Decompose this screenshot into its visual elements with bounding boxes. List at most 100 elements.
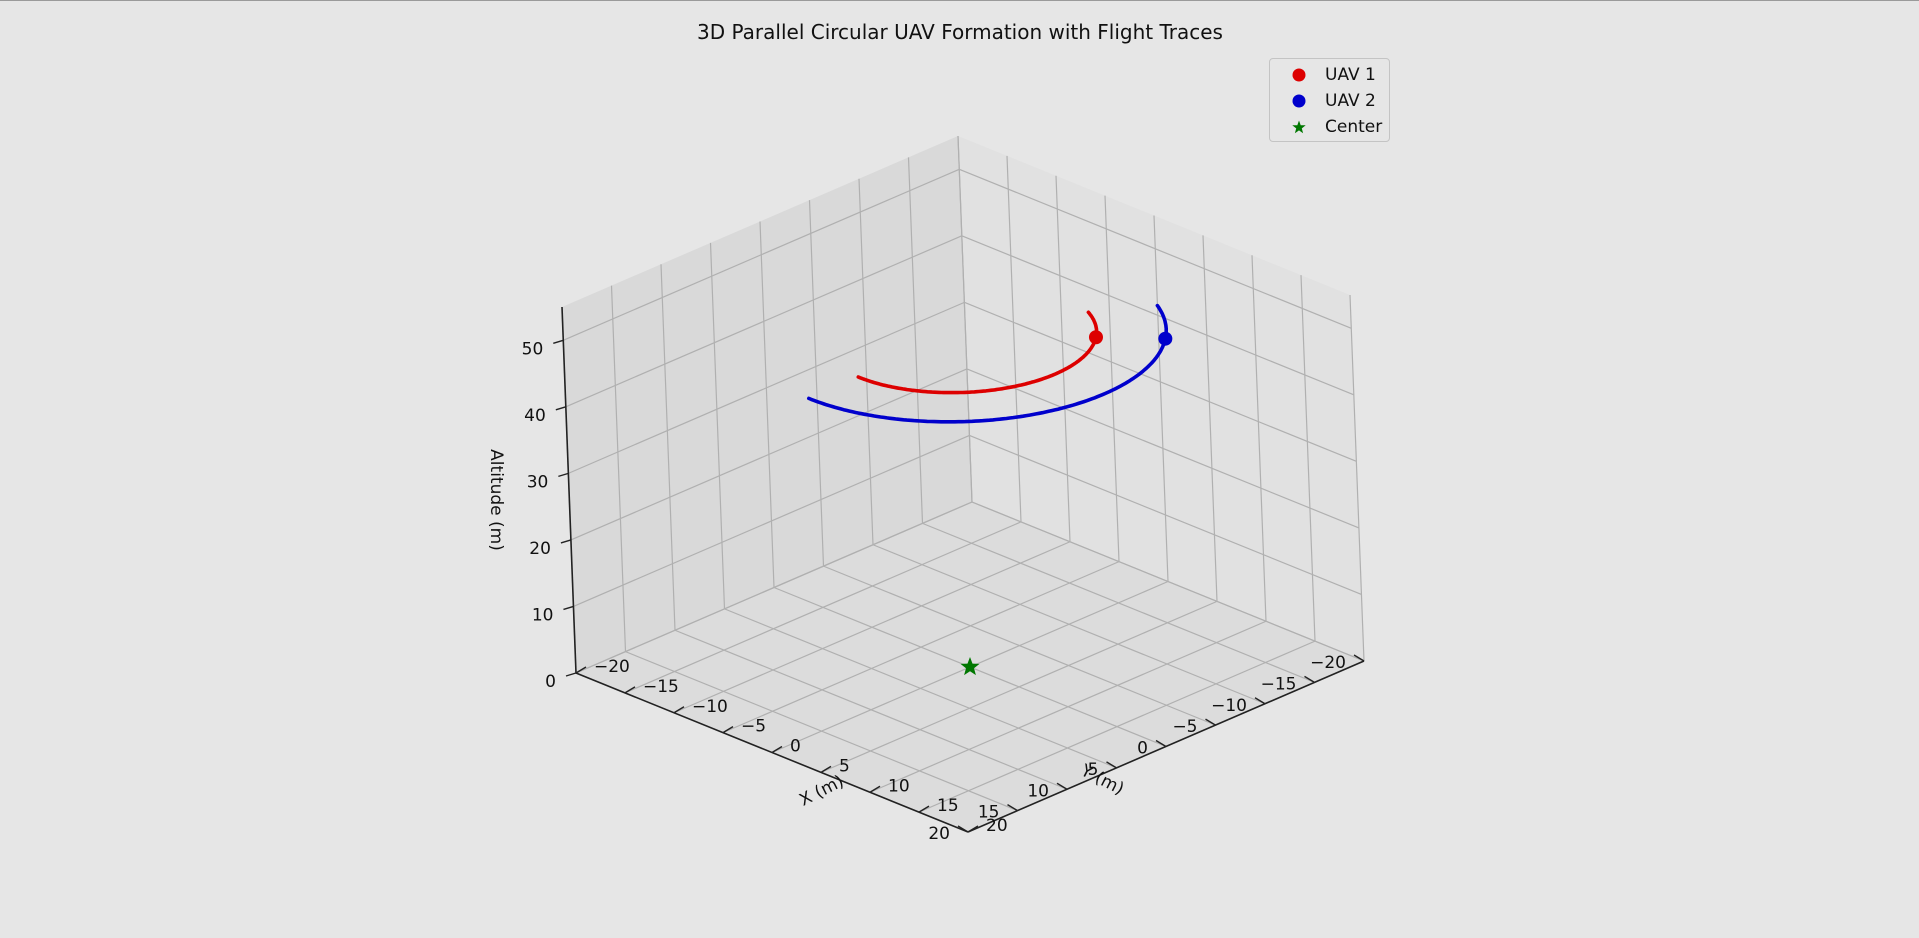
x-tick [820, 765, 832, 773]
z-axis-label: Altitude (m) [486, 449, 506, 551]
z-tick-label: 30 [527, 472, 549, 492]
right-wall-grid-x [1202, 235, 1218, 602]
right-wall-grid-z [961, 235, 1355, 396]
right-wall-grid-x [1349, 294, 1365, 662]
z-tick-label: 20 [529, 539, 551, 559]
y-tick-label: 15 [978, 803, 1000, 823]
x-tick [967, 825, 979, 833]
floor-grid-y [922, 522, 1315, 683]
x-tick-label: 0 [790, 737, 801, 757]
chart-title: 3D Parallel Circular UAV Formation with … [697, 20, 1223, 44]
right-wall-grid-x [1055, 175, 1071, 542]
legend-marker-uav-1 [1292, 68, 1306, 82]
z-tick [555, 406, 567, 411]
right-wall-grid-z [959, 168, 1352, 329]
z-tick [553, 339, 564, 344]
tick-marks: −20−15−10−505101520−20−15−10−50510152001… [522, 339, 1365, 844]
legend-item-center: Center [1270, 115, 1389, 139]
z-tick [558, 472, 569, 478]
x-tick-label: 20 [986, 816, 1008, 836]
y-tick [1007, 804, 1018, 812]
left-wall-grid-y [858, 178, 874, 545]
right-wall-grid-x [1251, 255, 1267, 622]
z-tick [563, 605, 574, 611]
left-wall-grid-y [660, 264, 676, 631]
x-axis-label: X (m) [796, 771, 847, 810]
y-tick-label: −20 [1310, 653, 1346, 673]
left-wall-grid-z [565, 235, 963, 408]
z-tick [565, 672, 577, 677]
left-wall-grid-y [709, 242, 726, 609]
legend-item-uav-1: UAV 1 [1270, 63, 1389, 87]
y-tick-label: −5 [1172, 717, 1197, 737]
y-tick [1056, 782, 1068, 790]
z-axis-line [561, 306, 577, 674]
x-tick [869, 785, 881, 793]
right-wall-grid-x [1300, 275, 1316, 642]
marker-uav-2 [1158, 331, 1173, 346]
x-tick [771, 745, 783, 754]
left-wall-grid-y [808, 200, 825, 567]
right-wall-grid-z [966, 368, 1360, 529]
right-wall-grid-z [971, 501, 1365, 662]
y-tick-label: −15 [1261, 674, 1297, 694]
legend-label-uav-1: UAV 1 [1325, 65, 1376, 85]
left-wall-grid-y [907, 157, 924, 524]
floor-grid-y [625, 651, 1018, 812]
x-tick [673, 706, 685, 714]
legend-label-center: Center [1325, 117, 1383, 137]
left-wall-grid-z [570, 368, 968, 541]
center-star-icon [960, 657, 980, 676]
y-tick [1254, 697, 1266, 705]
left-wall-grid-z [575, 501, 973, 674]
legend-marker-uav-2 [1292, 94, 1306, 108]
left-wall-grid-y [957, 135, 973, 503]
x-tick [624, 686, 636, 694]
right-wall-grid-x [1006, 155, 1022, 522]
floor-grid-y [674, 629, 1068, 790]
left-wall-grid-y [759, 221, 775, 588]
y-tick [1304, 675, 1315, 683]
y-tick [957, 825, 969, 833]
z-tick-label: 40 [524, 406, 546, 426]
x-tick-label: −15 [643, 677, 679, 697]
legend-label-uav-2: UAV 2 [1325, 91, 1376, 111]
y-tick-label: 20 [928, 824, 950, 844]
x-tick [575, 666, 587, 674]
y-tick [1353, 654, 1365, 662]
marker-uav-1 [1088, 330, 1103, 345]
floor-grid-y [724, 608, 1117, 769]
z-tick-label: 50 [522, 339, 544, 359]
x-tick-label: 15 [937, 796, 959, 816]
legend: UAV 1 UAV 2 Center [1269, 58, 1390, 142]
legend-star-icon [1292, 120, 1306, 134]
z-tick [560, 539, 572, 544]
data-series [806, 303, 1173, 676]
right-wall-grid-x [1153, 215, 1169, 582]
x-tick-label: 10 [888, 776, 910, 796]
x-tick [918, 805, 930, 813]
x-tick-label: −20 [594, 657, 630, 677]
y-tick-label: 10 [1027, 781, 1049, 801]
axes-panes [562, 136, 1364, 832]
x-tick-label: −5 [741, 717, 766, 737]
y-tick-label: 0 [1137, 739, 1148, 759]
x-tick-label: 5 [839, 756, 850, 776]
x-tick-label: −10 [692, 697, 728, 717]
y-tick [1106, 761, 1117, 769]
left-wall-grid-z [563, 168, 960, 341]
z-tick-label: 0 [545, 672, 556, 692]
y-tick [1205, 718, 1216, 726]
left-wall-grid-y [610, 285, 627, 652]
y-tick-label: 5 [1088, 760, 1099, 780]
right-wall-grid-z [964, 301, 1357, 462]
y-tick-label: −10 [1211, 696, 1247, 716]
x-tick [722, 726, 734, 734]
right-wall-grid-x [1104, 195, 1120, 562]
z-tick-label: 10 [532, 605, 554, 625]
left-wall-grid-z [573, 434, 970, 608]
floor-grid-y [823, 565, 1216, 726]
y-tick [1155, 739, 1167, 748]
